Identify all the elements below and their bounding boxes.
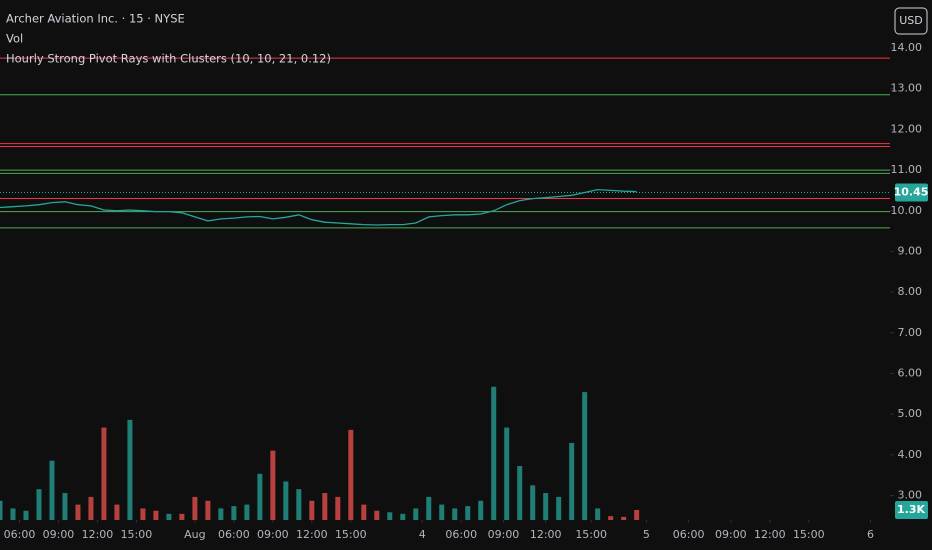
volume-bar	[465, 506, 471, 520]
volume-bar	[296, 489, 302, 520]
x-tick-label: 06:00	[218, 528, 250, 541]
y-tick-label: 4.00	[898, 448, 923, 461]
volume-bar	[153, 510, 159, 520]
volume-bar	[556, 496, 562, 520]
volume-bar	[75, 504, 81, 520]
volume-bar	[322, 493, 328, 520]
volume-bar	[283, 481, 289, 520]
x-tick-label: 6	[867, 528, 874, 541]
x-tick-label: 09:00	[257, 528, 289, 541]
x-tick-label: 12:00	[296, 528, 328, 541]
volume-bar	[218, 508, 224, 520]
volume-bar	[49, 460, 55, 520]
volume-bar	[621, 516, 627, 520]
current-volume-label: 1.3K	[897, 503, 925, 516]
volume-bar	[244, 504, 250, 520]
volume-bar	[166, 513, 172, 520]
y-tick-label: 3.00	[898, 489, 923, 502]
x-tick-label: 15:00	[121, 528, 153, 541]
volume-bar	[348, 429, 354, 520]
y-tick-label: 13.00	[891, 82, 923, 95]
y-tick-label: 5.00	[898, 407, 923, 420]
x-tick-label: Aug	[184, 528, 205, 541]
current-volume-box	[895, 500, 928, 519]
x-tick-label: 5	[643, 528, 650, 541]
volume-bar	[231, 506, 237, 520]
x-tick-label: 09:00	[43, 528, 75, 541]
volume-bar	[387, 512, 393, 520]
y-tick-label: 10.00	[891, 204, 923, 217]
volume-bar	[426, 496, 432, 520]
volume-bar	[205, 500, 211, 520]
volume-bar	[582, 392, 588, 520]
plot	[0, 47, 894, 523]
volume-bar	[374, 510, 380, 520]
y-tick-label: 7.00	[898, 326, 923, 339]
x-tick-label: 15:00	[575, 528, 607, 541]
x-tick-label: 4	[419, 528, 426, 541]
x-tick-label: 06:00	[4, 528, 36, 541]
currency-button[interactable]	[894, 7, 928, 35]
volume-bar	[179, 513, 185, 520]
x-tick-label: 06:00	[673, 528, 705, 541]
y-tick-label: 14.00	[891, 41, 923, 54]
volume-bar	[413, 508, 419, 520]
volume-bar	[452, 508, 458, 520]
current-price-box	[895, 183, 928, 202]
volume-bar	[569, 442, 575, 520]
y-tick-label: 12.00	[891, 122, 923, 135]
y-tick-label: 9.00	[898, 244, 923, 257]
y-tick-label: 8.00	[898, 285, 923, 298]
x-tick-label: 12:00	[754, 528, 786, 541]
volume-bar	[10, 508, 16, 520]
volume-bar	[0, 500, 3, 520]
volume-bar	[270, 450, 276, 520]
volume-bar	[439, 504, 445, 520]
volume-bar	[36, 489, 42, 520]
volume-bar	[127, 419, 133, 520]
price-line	[0, 188, 637, 226]
volume-bar	[491, 386, 497, 520]
volume-bar	[504, 427, 510, 520]
current-price-label: 10.45	[894, 185, 929, 198]
volume-bar	[595, 508, 601, 520]
volume-bar	[608, 516, 614, 520]
volume-bar	[517, 466, 523, 520]
currency-label[interactable]: USD	[899, 14, 923, 27]
volume-bar	[361, 504, 367, 520]
volume-bar	[140, 508, 146, 520]
volume-bar	[62, 493, 68, 520]
volume-bar	[309, 500, 315, 520]
volume-bar	[478, 500, 484, 520]
volume-bar	[335, 496, 341, 520]
x-tick-label: 12:00	[82, 528, 114, 541]
x-tick-label: 15:00	[335, 528, 367, 541]
volume-bar	[23, 510, 29, 520]
volume-bar	[101, 427, 107, 520]
volume-legend: Vol	[6, 32, 23, 46]
x-tick-label: 09:00	[488, 528, 520, 541]
x-tick-label: 15:00	[793, 528, 825, 541]
chart-title: Archer Aviation Inc. · 15 · NYSE	[6, 12, 185, 26]
indicator-legend: Hourly Strong Pivot Rays with Clusters (…	[6, 52, 331, 66]
y-tick-label: 11.00	[891, 163, 923, 176]
x-tick-label: 06:00	[445, 528, 477, 541]
x-tick-label: 12:00	[530, 528, 562, 541]
volume-bar	[530, 485, 536, 520]
volume-bar	[257, 473, 263, 520]
y-tick-label: 6.00	[898, 367, 923, 380]
x-tick-label: 09:00	[715, 528, 747, 541]
volume-bar	[114, 504, 120, 520]
volume-bar	[634, 509, 640, 520]
volume-bar	[543, 493, 549, 520]
volume-bar	[88, 496, 94, 520]
volume-bar	[192, 496, 198, 520]
volume-bar	[400, 513, 406, 520]
